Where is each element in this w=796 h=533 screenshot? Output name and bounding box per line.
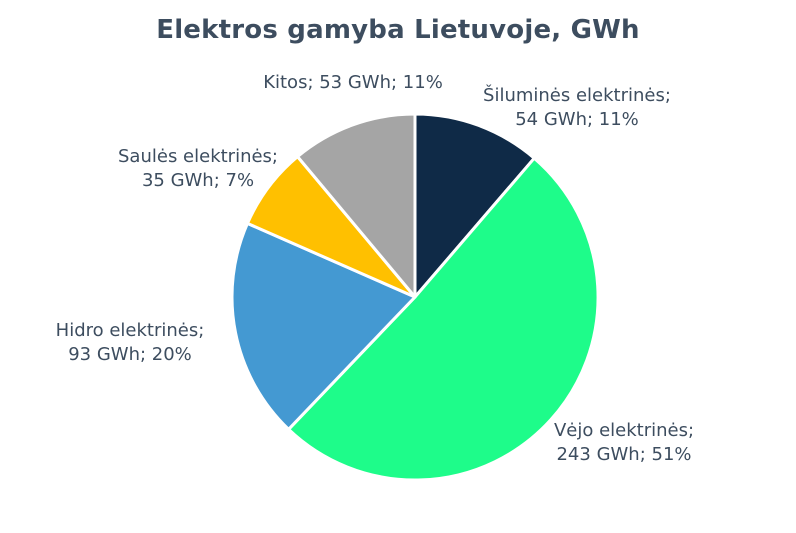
slice-label-line-2: 243 GWh; 51% (556, 444, 691, 465)
slice-label-line-1: Kitos; 53 GWh; 11% (263, 72, 443, 93)
slice-label-2: Vėjo elektrinės; 243 GWh; 51% (554, 420, 694, 465)
slice-label-line-1: Vėjo elektrinės; (554, 420, 694, 441)
pie-slice-3 (230, 221, 417, 431)
pie-slice-2 (287, 156, 600, 482)
pie-slice-5 (296, 112, 417, 299)
slice-label-5: Kitos; 53 GWh; 11% (263, 72, 443, 93)
slice-label-line-1: Hidro elektrinės; (56, 320, 205, 341)
slice-label-1: Šiluminės elektrinės; 54 GWh; 11% (483, 84, 671, 130)
slice-label-line-1: Saulės elektrinės; (118, 146, 278, 167)
slice-label-4: Saulės elektrinės; 35 GWh; 7% (118, 146, 278, 191)
slice-label-line-2: 54 GWh; 11% (515, 109, 639, 130)
pie-slice-1 (413, 112, 536, 299)
pie-slices (230, 112, 600, 482)
slice-label-line-1: Šiluminės elektrinės; (483, 84, 671, 106)
slice-label-line-2: 93 GWh; 20% (68, 344, 192, 365)
chart-title: Elektros gamyba Lietuvoje, GWh (156, 15, 640, 45)
pie-labels: Šiluminės elektrinės; 54 GWh; 11% Vėjo ele… (56, 72, 694, 465)
slice-label-3: Hidro elektrinės; 93 GWh; 20% (56, 320, 205, 365)
slice-label-line-2: 35 GWh; 7% (142, 170, 254, 191)
